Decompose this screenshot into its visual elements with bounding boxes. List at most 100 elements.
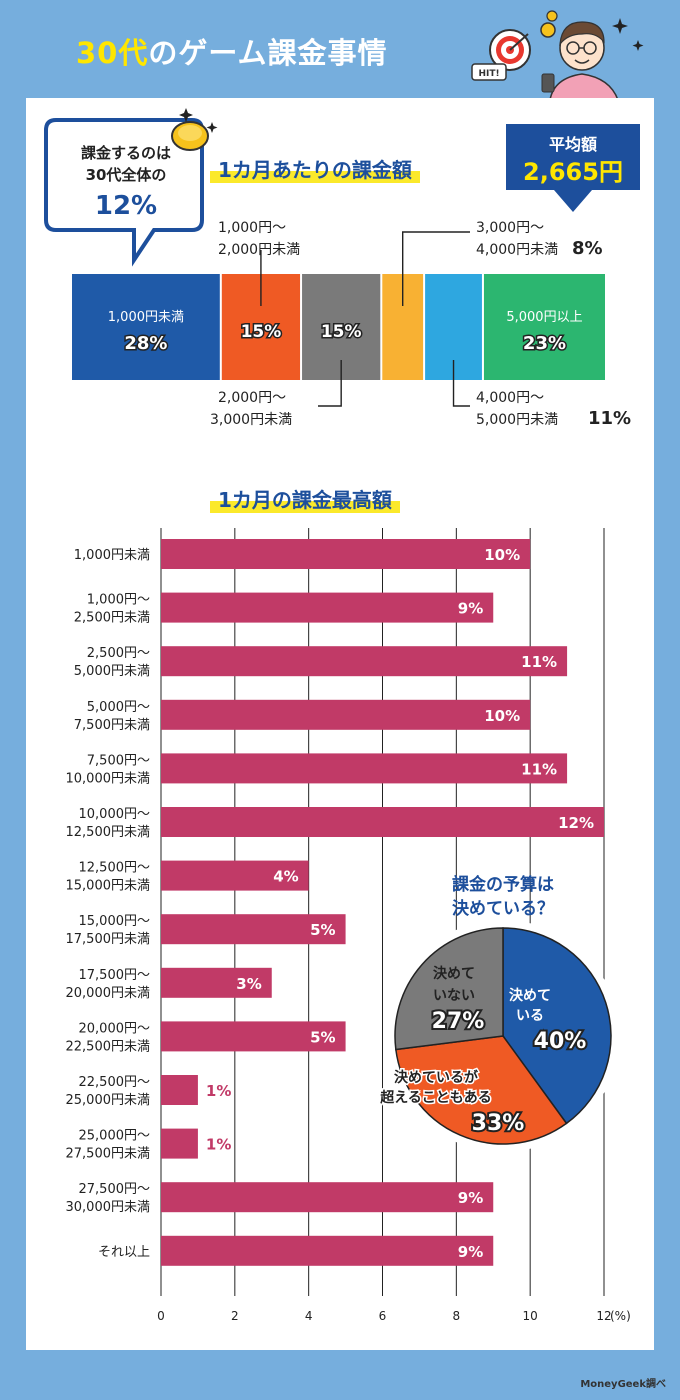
pie-slice-name: 決めて xyxy=(433,965,475,982)
category-label: 10,000円未満 xyxy=(66,771,151,786)
callout-text: 5,000円未満 xyxy=(476,412,558,428)
pie-title: 決めている？ xyxy=(452,898,554,919)
callout-text: 4,000円未満 xyxy=(476,242,558,258)
bar xyxy=(161,860,309,891)
category-label: 7,500円未満 xyxy=(74,718,150,733)
x-tick-label: 12 xyxy=(596,1309,611,1323)
category-label: 1,000円～ xyxy=(87,593,150,608)
category-label: 5,000円未満 xyxy=(74,664,150,679)
bar-value-label: 9% xyxy=(458,1189,483,1207)
page-title: 30代のゲーム課金事情 xyxy=(76,30,388,72)
bar xyxy=(161,1235,494,1266)
pie-value-label: 27% xyxy=(432,1009,485,1034)
title-accent: 30代 xyxy=(76,36,149,70)
bar-value-label: 9% xyxy=(458,600,483,618)
pie-slice xyxy=(394,927,504,1051)
category-label: それ以上 xyxy=(98,1245,150,1260)
section2-title: 1カ月の課金最高額 xyxy=(210,484,400,513)
segment-value-label: 15% xyxy=(241,322,282,342)
bar xyxy=(161,699,531,730)
category-label: 15,000円未満 xyxy=(66,879,151,894)
category-label: 12,500円未満 xyxy=(66,825,151,840)
average-value: 2,665円 xyxy=(523,158,623,186)
category-label: 7,500円～ xyxy=(87,753,150,768)
category-label: 20,000円未満 xyxy=(66,986,151,1001)
bar-value-label: 1% xyxy=(206,1082,231,1100)
stacked-segment xyxy=(483,274,605,380)
x-unit-label: (%) xyxy=(610,1309,631,1323)
callout-text: 3,000円未満 xyxy=(210,412,292,428)
pie-slice-name: いる xyxy=(516,1008,544,1024)
hit-label: HIT! xyxy=(478,69,499,79)
section1-title: 1カ月あたりの課金額 xyxy=(210,154,420,183)
bar xyxy=(161,914,346,945)
category-label: 22,500円未満 xyxy=(66,1039,151,1054)
bar xyxy=(161,1021,346,1052)
target-icon xyxy=(489,29,531,71)
bar xyxy=(161,807,604,837)
pie-slice xyxy=(395,1035,568,1145)
character-illustration: HIT! xyxy=(471,10,644,100)
x-tick-label: 8 xyxy=(453,1309,461,1323)
pie-value-label: 33% xyxy=(472,1111,525,1136)
callout-line1: 課金するのは xyxy=(81,144,171,162)
segment-value-label: 15% xyxy=(321,322,362,342)
category-label: 22,500円～ xyxy=(79,1075,151,1090)
coin-icon xyxy=(171,121,209,151)
sparkle-icon xyxy=(179,108,193,122)
x-tick-label: 0 xyxy=(157,1309,165,1323)
bar xyxy=(161,646,568,677)
segment-value-label: 28% xyxy=(124,333,167,354)
segment-name: 5,000円以上 xyxy=(506,310,582,325)
pie-slice-name: 超えることもある xyxy=(379,1089,492,1106)
source-credit: MoneyGeek調べ xyxy=(580,1379,666,1390)
phone-icon xyxy=(541,73,555,93)
bar-value-label: 11% xyxy=(521,760,557,778)
callout-text: 1,000円～ xyxy=(218,220,286,236)
average-badge: 平均額 2,665円 xyxy=(506,124,640,212)
bar-value-label: 10% xyxy=(484,546,520,564)
callout-leader xyxy=(452,360,470,407)
coin-icon xyxy=(546,10,558,22)
bar xyxy=(161,967,272,998)
category-label: 5,000円～ xyxy=(87,700,150,715)
bar-value-label: 12% xyxy=(558,814,594,832)
pie-value-label: 40% xyxy=(534,1029,587,1054)
callout-text: 4,000円～ xyxy=(476,390,544,406)
bar xyxy=(161,1128,198,1159)
callout-value: 12% xyxy=(95,191,157,221)
pie-title: 課金の予算は xyxy=(452,874,554,895)
bar-value-label: 1% xyxy=(206,1136,231,1154)
bar-value-label: 9% xyxy=(458,1243,483,1261)
callout-text: 8% xyxy=(572,238,603,259)
average-label: 平均額 xyxy=(549,135,597,154)
category-label: 2,500円～ xyxy=(87,646,150,661)
x-tick-label: 6 xyxy=(379,1309,387,1323)
category-label: 27,500円～ xyxy=(79,1182,151,1197)
category-label: 25,000円未満 xyxy=(66,1093,151,1108)
pie-slice-name: 決めているが xyxy=(394,1069,479,1086)
callout-leader xyxy=(318,360,342,407)
bar-value-label: 3% xyxy=(236,975,261,993)
segment-name: 1,000円未満 xyxy=(108,310,184,325)
callout-text: 2,000円～ xyxy=(218,390,286,406)
category-label: 27,500円未満 xyxy=(66,1147,151,1162)
bar xyxy=(161,1182,494,1213)
category-label: 17,500円未満 xyxy=(66,932,151,947)
pie-slice-name: いない xyxy=(433,988,475,1004)
bar xyxy=(161,539,531,569)
sparkle-icon xyxy=(206,122,218,133)
category-label: 17,500円～ xyxy=(79,968,151,983)
category-label: 2,500円未満 xyxy=(74,611,150,626)
category-label: 20,000円～ xyxy=(79,1021,151,1036)
callout-text: 3,000円～ xyxy=(476,220,544,236)
callout-text: 2,000円未満 xyxy=(218,242,300,258)
stacked-bar-chart: 1,000円未満 5,000円以上 28% 15% 15% 23% 1,000円～ 2,000… xyxy=(72,220,631,429)
category-label: 30,000円未満 xyxy=(66,1200,151,1215)
bar-value-label: 4% xyxy=(273,868,298,886)
x-tick-label: 10 xyxy=(523,1309,538,1323)
stacked-segment xyxy=(72,274,220,380)
character-body xyxy=(549,73,619,100)
category-label: 25,000円～ xyxy=(79,1129,151,1144)
